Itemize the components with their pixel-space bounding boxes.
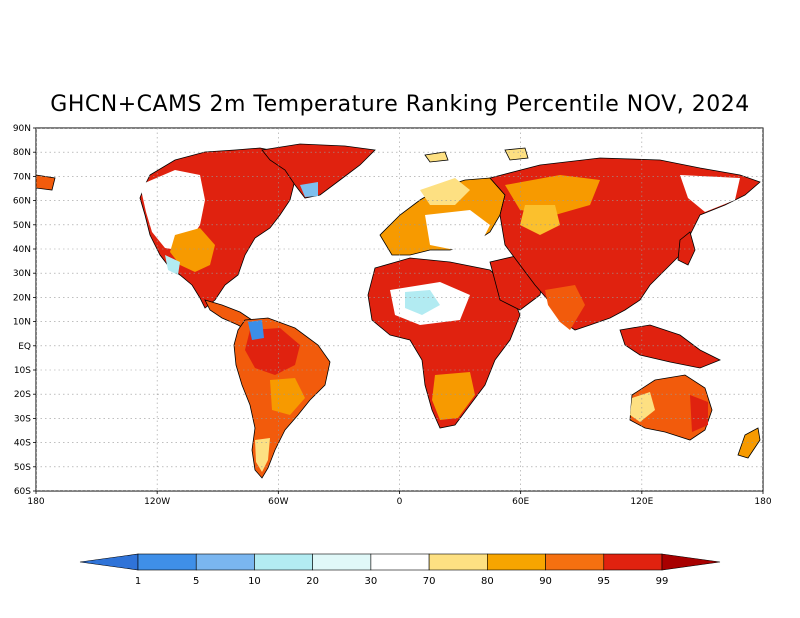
colorbar: 1 5 10 20 30 70 80 90 95 99 (79, 553, 721, 587)
colombia-cool (248, 320, 264, 340)
colorbar-label: 95 (597, 576, 610, 587)
colorbar-swatch (545, 553, 605, 571)
colorbar-swatch (370, 553, 430, 571)
colorbar-label: 1 (135, 576, 141, 587)
colorbar-low-arrow (79, 553, 139, 571)
colorbar-swatch (603, 553, 663, 571)
colorbar-high-arrow (661, 553, 721, 571)
lat-tick-label: 50N (13, 221, 31, 231)
lon-tick-label: 60E (512, 497, 529, 507)
colorbar-label: 99 (656, 576, 669, 587)
patagonia (255, 438, 270, 472)
south-america-hot (245, 328, 300, 375)
lon-tick-label: 180 (754, 497, 771, 507)
australia-west (630, 392, 655, 422)
lat-tick-label: 40S (14, 439, 31, 449)
lat-tick-label: 20S (14, 390, 31, 400)
colorbar-label: 5 (193, 576, 199, 587)
map-title: GHCN+CAMS 2m Temperature Ranking Percent… (50, 92, 750, 117)
lat-tick-label: 80N (13, 148, 31, 158)
nw-north-america (140, 170, 205, 250)
lat-tick-label: 30S (14, 414, 31, 424)
lon-tick-label: 180 (27, 497, 44, 507)
iceland (424, 151, 449, 163)
se-asia (619, 324, 721, 369)
australia (629, 374, 713, 441)
longitude-axis: 180 120W 60W 0 60E 120E 180 (27, 491, 772, 507)
sahara-cool (405, 290, 440, 315)
colorbar-label: 20 (306, 576, 319, 587)
japan (677, 231, 696, 266)
mexico-cool (165, 255, 180, 275)
colorbar-label: 80 (481, 576, 494, 587)
lat-tick-label: 40N (13, 245, 31, 255)
central-europe-neutral (425, 210, 490, 250)
northeast-asia (680, 175, 740, 212)
colorbar-label: 90 (539, 576, 552, 587)
south-america-amber (270, 378, 305, 415)
us-southwest (170, 228, 215, 272)
lat-tick-label: 90N (13, 124, 31, 134)
lat-tick-label: 60S (14, 487, 31, 497)
land-layer (36, 143, 761, 479)
colorbar-swatch (254, 553, 313, 571)
colorbar-swatch (312, 553, 372, 571)
lat-tick-label: 60N (13, 197, 31, 207)
lat-tick-label: EQ (18, 342, 31, 352)
india (545, 285, 585, 330)
lat-tick-label: 30N (13, 269, 31, 279)
central-asia-amber (520, 205, 560, 235)
colorbar-swatch (428, 553, 488, 571)
lon-tick-label: 120E (630, 497, 653, 507)
greenland-cool (300, 182, 318, 197)
lat-tick-label: 10N (13, 318, 31, 328)
lon-tick-label: 0 (397, 497, 403, 507)
colorbar-label: 10 (248, 576, 261, 587)
chukotka-wrap (36, 174, 56, 191)
colorbar-swatch (195, 553, 255, 571)
graticule (36, 128, 763, 491)
south-africa (432, 372, 475, 420)
colorbar-swatch (137, 553, 197, 571)
colorbar-swatch (487, 553, 546, 571)
new-zealand (737, 427, 761, 459)
lat-tick-label: 10S (14, 366, 31, 376)
colorbar-label: 70 (423, 576, 436, 587)
greenland (261, 143, 376, 199)
latitude-axis: 90N 80N 70N 60N 50N 40N 30N 20N 10N EQ 10S 20S 30S 40… (13, 124, 36, 497)
lon-tick-label: 60W (268, 497, 288, 507)
colorbar-label: 30 (365, 576, 378, 587)
lat-tick-label: 50S (14, 463, 31, 473)
lat-tick-label: 70N (13, 172, 31, 182)
australia-east (690, 395, 708, 432)
lat-tick-label: 20N (13, 293, 31, 303)
scandinavia (420, 178, 470, 205)
svalbard (504, 147, 529, 161)
lon-tick-label: 120W (144, 497, 170, 507)
